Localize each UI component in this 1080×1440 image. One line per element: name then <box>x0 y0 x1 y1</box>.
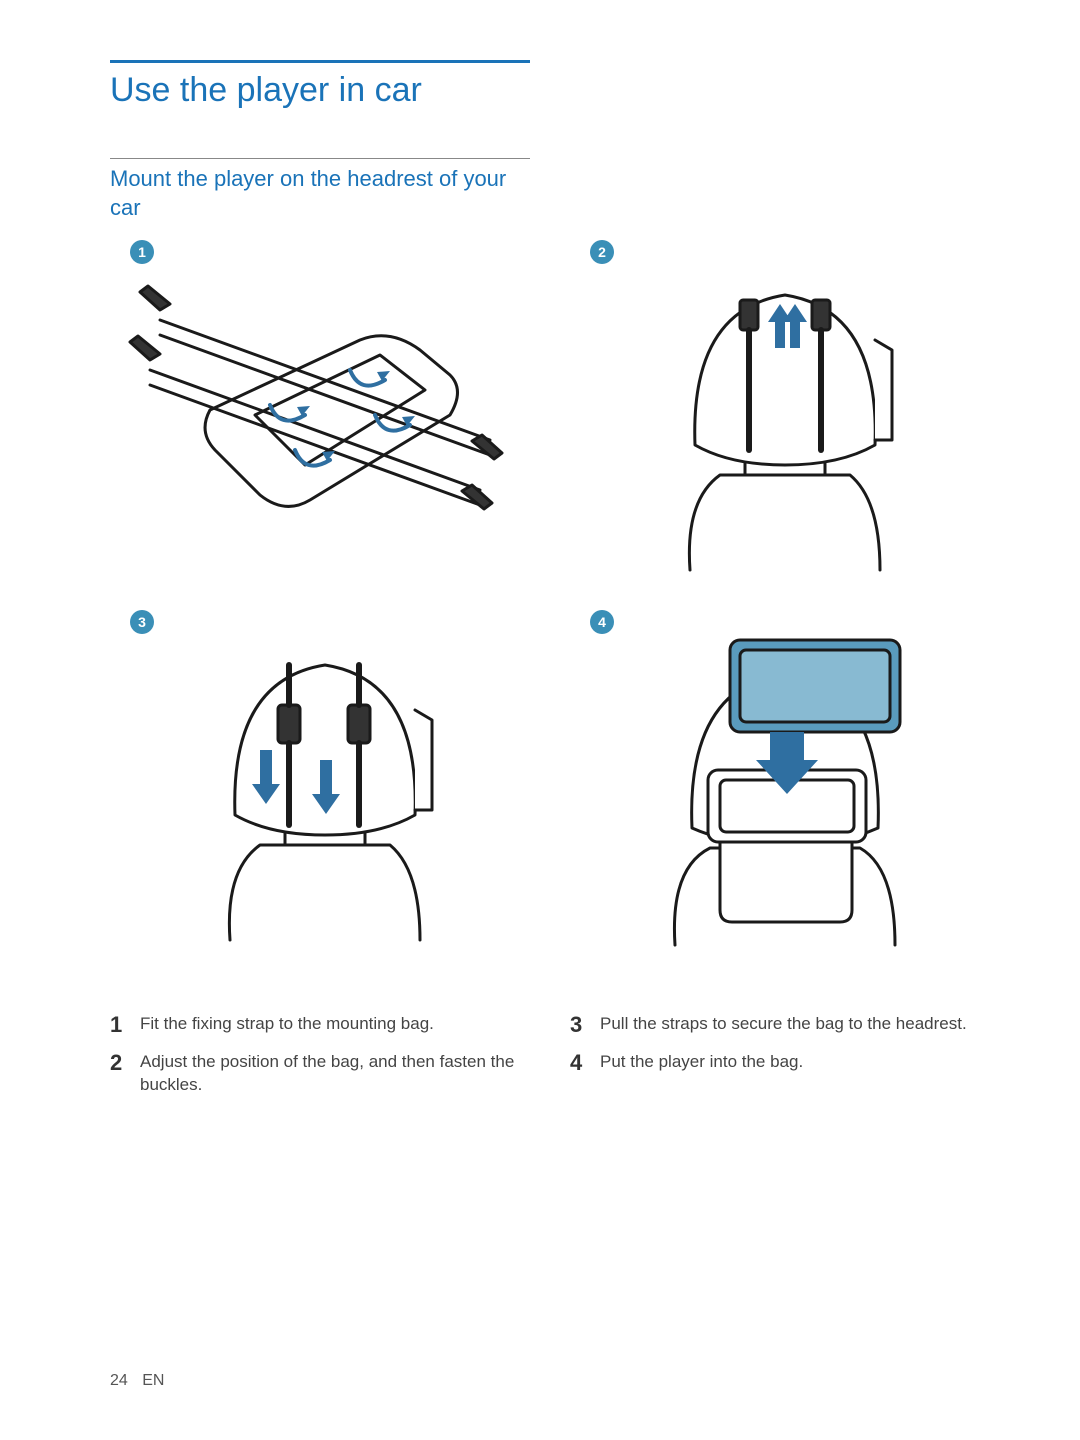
page-footer: 24 EN <box>110 1372 164 1390</box>
step-text: Adjust the position of the bag, and then… <box>140 1048 530 1097</box>
step-number: 4 <box>570 1048 600 1078</box>
step-item: 2 Adjust the position of the bag, and th… <box>110 1048 530 1097</box>
figure-2: 2 <box>570 240 990 580</box>
step-item: 3 Pull the straps to secure the bag to t… <box>570 1010 990 1040</box>
subsection-title: Mount the player on the headrest of your… <box>110 165 530 222</box>
figure-badge-icon: 3 <box>130 610 154 634</box>
step-text: Pull the straps to secure the bag to the… <box>600 1010 967 1036</box>
steps-columns: 1 Fit the fixing strap to the mounting b… <box>110 1010 990 1105</box>
figure-1: 1 <box>110 240 530 580</box>
step-number: 3 <box>570 1010 600 1040</box>
figure-badge-icon: 4 <box>590 610 614 634</box>
headrest-back-up-icon <box>570 240 990 580</box>
page-lang: EN <box>142 1372 164 1389</box>
figure-badge-icon: 2 <box>590 240 614 264</box>
figure-3: 3 <box>110 610 530 950</box>
step-text: Fit the fixing strap to the mounting bag… <box>140 1010 434 1036</box>
step-item: 4 Put the player into the bag. <box>570 1048 990 1078</box>
subsection-rule <box>110 158 530 159</box>
headrest-front-player-icon <box>570 610 990 950</box>
figure-4: 4 <box>570 610 990 950</box>
step-item: 1 Fit the fixing strap to the mounting b… <box>110 1010 530 1040</box>
section-rule <box>110 60 530 63</box>
figure-badge-icon: 1 <box>130 240 154 264</box>
step-number: 2 <box>110 1048 140 1078</box>
steps-left: 1 Fit the fixing strap to the mounting b… <box>110 1010 530 1105</box>
figure-grid: 1 <box>110 240 990 950</box>
page-number: 24 <box>110 1372 128 1389</box>
step-text: Put the player into the bag. <box>600 1048 803 1074</box>
step-number: 1 <box>110 1010 140 1040</box>
strap-bag-icon <box>110 240 530 580</box>
section-title: Use the player in car <box>110 71 990 110</box>
headrest-back-down-icon <box>110 610 530 950</box>
steps-right: 3 Pull the straps to secure the bag to t… <box>570 1010 990 1105</box>
